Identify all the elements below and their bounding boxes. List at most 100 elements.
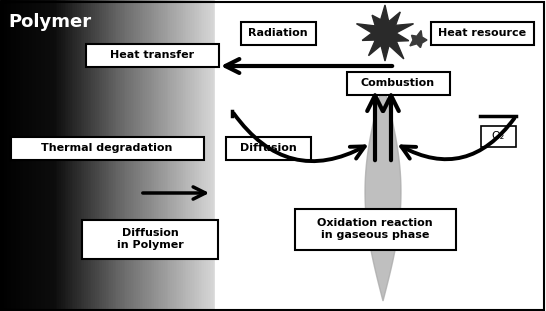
Bar (77, 0, 79, 311)
Bar (88, 0, 90, 311)
Bar (168, 0, 170, 311)
Bar (7, 0, 9, 311)
Bar (39, 0, 41, 311)
Text: Heat transfer: Heat transfer (110, 50, 194, 60)
Bar (109, 0, 111, 311)
Bar (21, 0, 23, 311)
Text: Diffusion: Diffusion (240, 143, 296, 153)
Bar (29, 0, 31, 311)
Text: Diffusion
in Polymer: Diffusion in Polymer (117, 228, 183, 250)
Bar (79, 0, 81, 311)
Polygon shape (410, 30, 427, 48)
Bar (131, 0, 133, 311)
Bar (31, 0, 32, 311)
Bar (82, 0, 84, 311)
Bar (4, 0, 5, 311)
Bar (86, 0, 88, 311)
Bar (13, 0, 14, 311)
Bar (151, 0, 152, 311)
Bar (97, 0, 98, 311)
Bar (201, 0, 203, 311)
Bar (32, 0, 34, 311)
Bar (20, 0, 21, 311)
Bar (208, 0, 210, 311)
Bar (72, 0, 74, 311)
Bar (197, 0, 199, 311)
FancyBboxPatch shape (86, 44, 218, 67)
Bar (5, 0, 7, 311)
Bar (106, 0, 108, 311)
Bar (167, 0, 168, 311)
Bar (122, 0, 123, 311)
Bar (136, 0, 138, 311)
FancyBboxPatch shape (82, 220, 218, 258)
Bar (49, 0, 50, 311)
Bar (188, 0, 190, 311)
Bar (68, 0, 70, 311)
Bar (158, 0, 159, 311)
FancyBboxPatch shape (430, 21, 533, 44)
Bar (63, 0, 64, 311)
Text: Radiation: Radiation (248, 28, 308, 38)
Bar (161, 0, 163, 311)
Bar (186, 0, 188, 311)
Bar (57, 0, 59, 311)
Bar (95, 0, 97, 311)
Bar (38, 0, 39, 311)
Bar (192, 0, 193, 311)
Text: Heat resource: Heat resource (438, 28, 526, 38)
Bar (129, 0, 131, 311)
Bar (98, 0, 100, 311)
Bar (9, 0, 11, 311)
Bar (18, 0, 20, 311)
Bar (170, 0, 172, 311)
Bar (43, 0, 45, 311)
Bar (181, 0, 183, 311)
Bar (75, 0, 77, 311)
Bar (159, 0, 161, 311)
Bar (34, 0, 36, 311)
Bar (93, 0, 95, 311)
Bar (149, 0, 151, 311)
Bar (145, 0, 147, 311)
FancyBboxPatch shape (225, 137, 311, 160)
Bar (163, 0, 165, 311)
Bar (23, 0, 25, 311)
Bar (176, 0, 177, 311)
Bar (199, 0, 201, 311)
Bar (11, 0, 13, 311)
Bar (195, 0, 197, 311)
Bar (118, 0, 120, 311)
Polygon shape (365, 83, 401, 301)
Polygon shape (357, 5, 413, 61)
Bar (113, 0, 115, 311)
Bar (52, 0, 54, 311)
Bar (36, 0, 38, 311)
Bar (59, 0, 61, 311)
Bar (16, 0, 18, 311)
Bar (126, 0, 127, 311)
Bar (127, 0, 129, 311)
Bar (84, 0, 86, 311)
Bar (102, 0, 104, 311)
Bar (177, 0, 179, 311)
Bar (0, 0, 2, 311)
Bar (156, 0, 158, 311)
Bar (91, 0, 93, 311)
Text: Combustion: Combustion (361, 78, 435, 88)
FancyBboxPatch shape (240, 21, 316, 44)
Bar (140, 0, 141, 311)
Bar (193, 0, 195, 311)
Bar (116, 0, 118, 311)
Bar (203, 0, 204, 311)
Bar (165, 0, 167, 311)
Bar (211, 0, 213, 311)
Bar (115, 0, 116, 311)
Bar (50, 0, 52, 311)
Bar (25, 0, 27, 311)
FancyBboxPatch shape (480, 126, 515, 146)
Bar (54, 0, 56, 311)
Bar (179, 0, 181, 311)
Bar (108, 0, 109, 311)
Bar (123, 0, 126, 311)
